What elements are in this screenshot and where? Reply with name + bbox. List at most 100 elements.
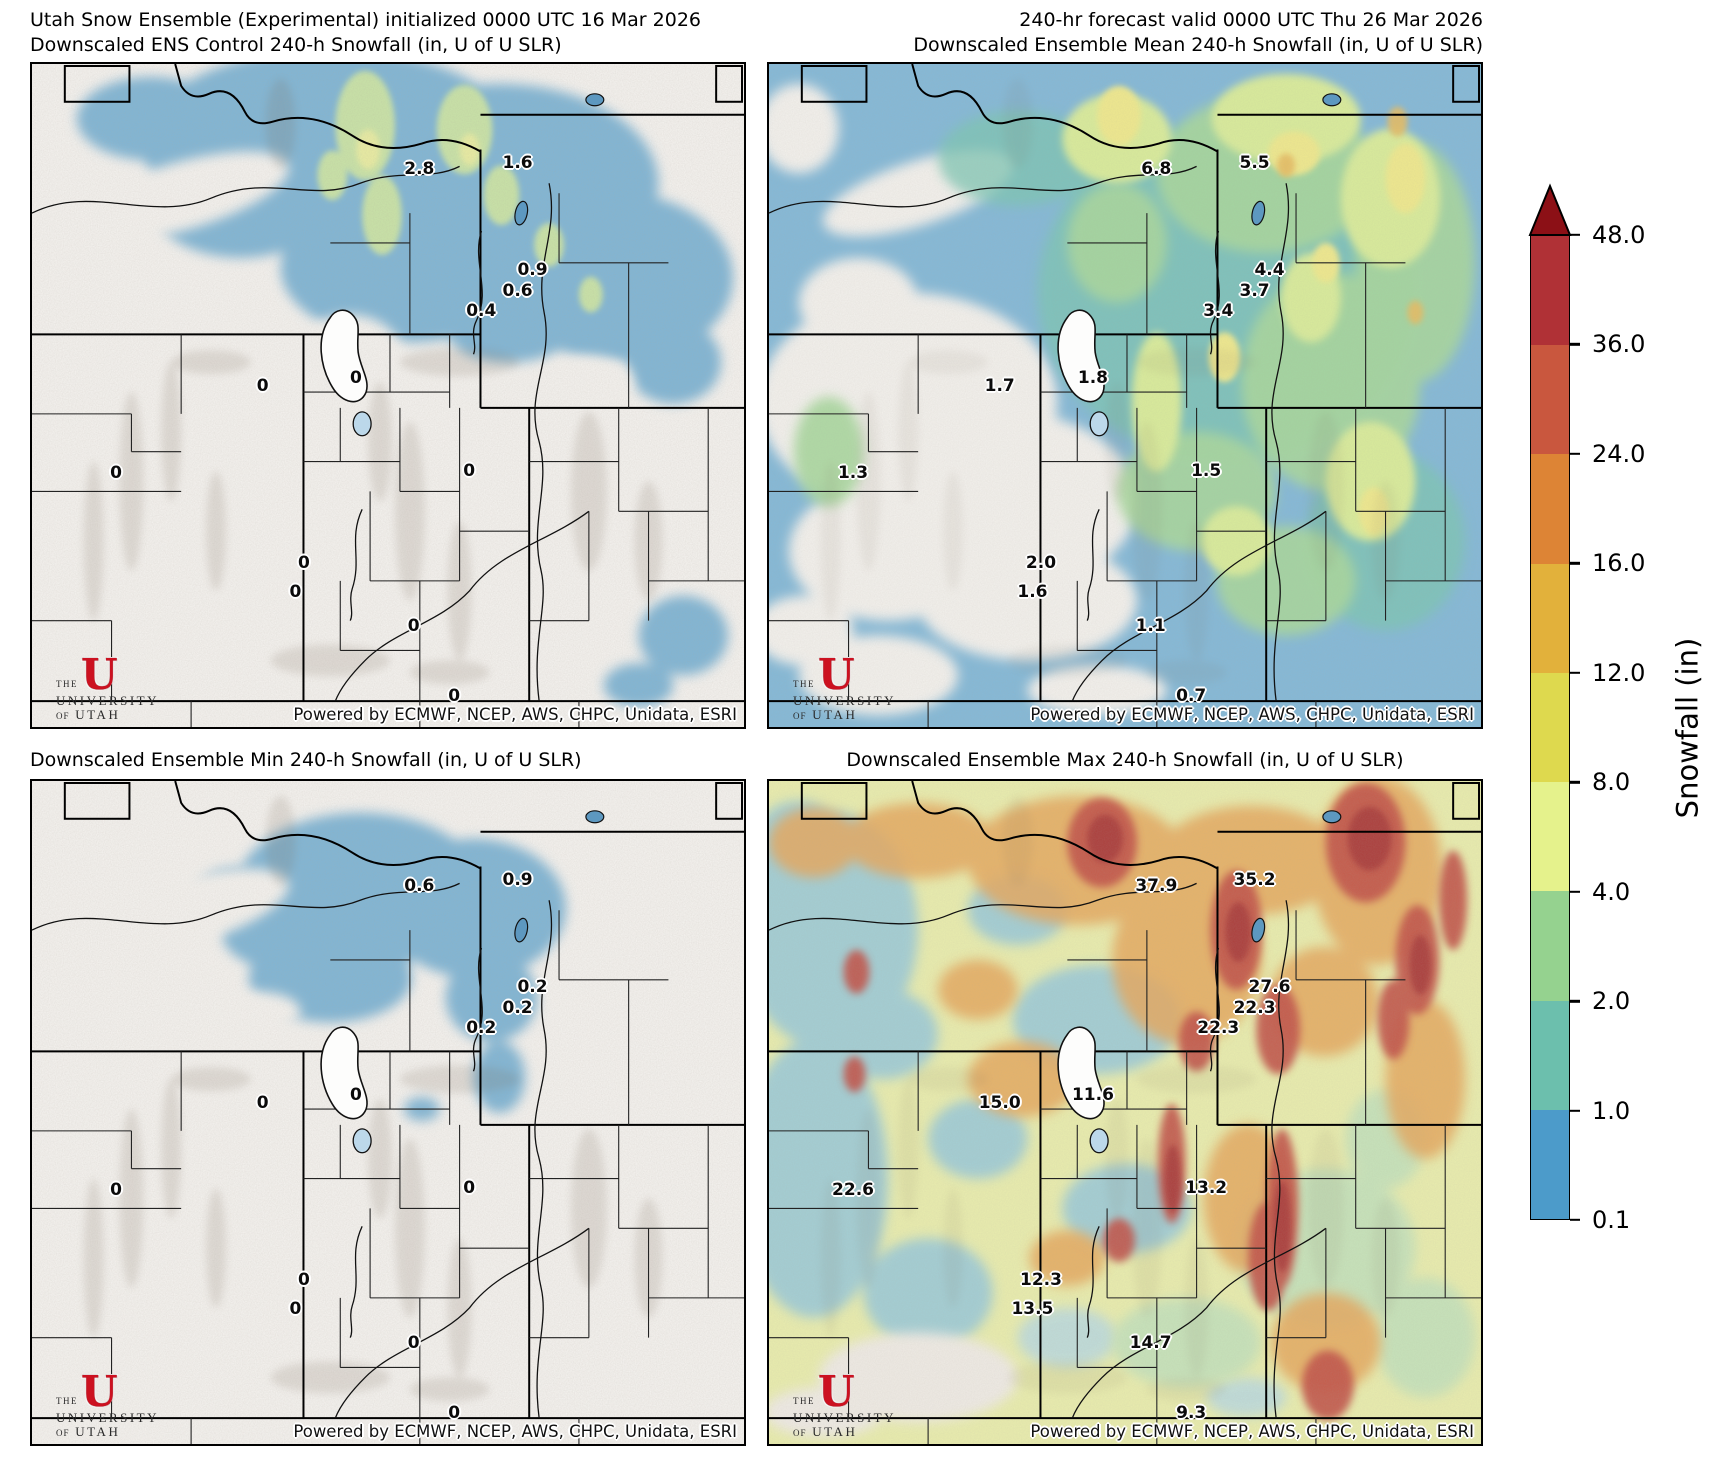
colorbar-tick-label: 36.0: [1592, 330, 1646, 359]
colorbar-tick: [1570, 233, 1580, 237]
colorbar-tick-label: 48.0: [1592, 221, 1646, 249]
block-u-icon: U: [81, 650, 118, 699]
station-value-label: 1.5: [1191, 461, 1222, 482]
panel-mean-subtitle: Downscaled Ensemble Mean 240-h Snowfall …: [913, 34, 1483, 56]
logo-the: THE: [793, 1396, 815, 1406]
colorbar-segment: [1531, 672, 1569, 783]
university-of-utah-logo: THE U UNIVERSITY OF UTAH: [793, 654, 896, 722]
logo-of: OF: [56, 711, 70, 721]
colorbar-tick-label: 12.0: [1592, 658, 1646, 687]
station-value-label: 1.7: [984, 376, 1015, 397]
station-value-label: 11.6: [1071, 1084, 1114, 1105]
station-value-label: 4.4: [1254, 260, 1285, 281]
colorbar-tick: [1570, 343, 1580, 346]
colorbar-segment: [1531, 563, 1569, 673]
station-value-label: 0: [448, 685, 461, 706]
station-value-label: 6.8: [1141, 158, 1172, 179]
colorbar-extend-arrow-icon: [1528, 183, 1572, 236]
station-value-label: 22.6: [832, 1180, 874, 1201]
station-value-label: 27.6: [1248, 977, 1291, 998]
colorbar-tick-label: 2.0: [1592, 987, 1631, 1016]
colorbar-tick-label: 8.0: [1592, 768, 1631, 797]
station-value-label: 0: [298, 1270, 310, 1291]
station-value-label: 0: [350, 367, 362, 388]
station-value-label: 0: [463, 461, 476, 482]
colorbar-tick-label: 4.0: [1592, 877, 1631, 906]
panel-mean-title: 240-hr forecast valid 0000 UTC Thu 26 Ma…: [767, 8, 1483, 58]
colorbar-segment: [1531, 1000, 1569, 1110]
station-value-label: 0.6: [502, 280, 533, 301]
station-value-label: 0: [110, 1180, 122, 1201]
map-artwork-mean: [769, 64, 1481, 727]
colorbar: [1530, 235, 1570, 1220]
station-value-label: 0.9: [517, 260, 548, 281]
panel-max-title: Downscaled Ensemble Max 240-h Snowfall (…: [846, 749, 1404, 771]
logo-utah: UTAH: [75, 707, 121, 722]
logo-university: UNIVERSITY: [56, 693, 159, 708]
logo-of-utah: OF UTAH: [56, 1425, 159, 1438]
station-value-label: 3.7: [1239, 280, 1270, 301]
station-value-label: 13.5: [1011, 1299, 1054, 1320]
station-value-label: 0: [298, 553, 310, 574]
block-u-icon: U: [818, 1367, 855, 1416]
station-labels: 6.8 5.5 4.4 3.7 3.4 1.7 1.8 1.3 1.5 2.0 1.6 1.1 0.7: [769, 64, 1481, 727]
logo-the: THE: [56, 1396, 78, 1406]
station-value-label: 2.0: [1025, 553, 1057, 574]
map-borders: [32, 781, 744, 1444]
station-value-label: 0: [448, 1402, 461, 1423]
colorbar-axis-label: Snowfall (in): [1670, 637, 1705, 818]
logo-utah: UTAH: [75, 1424, 121, 1439]
colorbar-tick: [1570, 1109, 1580, 1112]
station-value-label: 2.8: [404, 158, 435, 179]
station-value-label: 22.3: [1197, 1018, 1240, 1039]
panel-control-title: Utah Snow Ensemble (Experimental) initia…: [30, 8, 701, 58]
attribution-text: Powered by ECMWF, NCEP, AWS, CHPC, Unida…: [1030, 1422, 1474, 1441]
attribution-text: Powered by ECMWF, NCEP, AWS, CHPC, Unida…: [293, 1422, 737, 1441]
station-value-label: 0: [110, 463, 122, 484]
colorbar-tick: [1570, 452, 1580, 456]
panel-control-subtitle: Downscaled ENS Control 240-h Snowfall (i…: [30, 34, 562, 56]
station-value-label: 0: [256, 1093, 269, 1114]
station-value-label: 0: [289, 1299, 302, 1320]
station-value-label: 1.8: [1077, 367, 1109, 388]
colorbar-tick-label: 16.0: [1592, 549, 1646, 578]
colorbar-segment: [1531, 782, 1569, 892]
logo-university: UNIVERSITY: [793, 1410, 896, 1425]
station-value-label: 1.3: [837, 463, 869, 484]
station-value-label: 14.7: [1129, 1333, 1172, 1354]
colorbar-tick-label: 1.0: [1592, 1096, 1631, 1125]
logo-of: OF: [793, 1428, 807, 1438]
logo-utah: UTAH: [812, 1424, 858, 1439]
station-value-label: 13.2: [1185, 1178, 1228, 1199]
station-value-label: 35.2: [1233, 870, 1276, 891]
attribution-text: Powered by ECMWF, NCEP, AWS, CHPC, Unida…: [1030, 705, 1474, 724]
colorbar-tick: [1570, 671, 1580, 674]
colorbar-tick-label: 0.1: [1592, 1206, 1631, 1234]
colorbar-ticks: 48.0 36.0 24.0 16.0 12.0 8.0 4.0 2.0 1.0 0.1: [1570, 221, 1700, 1234]
colorbar-segment: [1531, 454, 1569, 564]
colorbar-tick: [1570, 890, 1580, 893]
colorbar-tick: [1570, 999, 1580, 1003]
station-value-label: 0: [407, 1333, 420, 1354]
station-value-label: 0.7: [1176, 685, 1207, 706]
station-value-label: 0.9: [502, 870, 533, 891]
logo-of: OF: [56, 1428, 70, 1438]
colorbar-segment: [1531, 1109, 1569, 1219]
station-value-label: 0: [350, 1084, 362, 1105]
station-value-label: 0: [289, 582, 302, 603]
map-borders: [769, 64, 1481, 727]
university-of-utah-logo: THE U UNIVERSITY OF UTAH: [793, 1367, 896, 1439]
figure-valid-line: 240-hr forecast valid 0000 UTC Thu 26 Ma…: [1019, 9, 1483, 31]
colorbar-tick: [1570, 781, 1580, 784]
figure-init-line: Utah Snow Ensemble (Experimental) initia…: [30, 9, 702, 31]
map-panel-min: 0.6 0.9 0.2 0.2 0.2 0 0 0 0 0 0 0 0 Powered by ECMWF,…: [30, 779, 746, 1446]
map-borders: [769, 781, 1481, 1444]
university-of-utah-logo: THE U UNIVERSITY OF UTAH: [56, 650, 159, 722]
block-u-icon: U: [81, 1367, 118, 1416]
map-artwork-max: [769, 781, 1481, 1444]
station-value-label: 1.6: [502, 153, 533, 174]
station-value-label: 12.3: [1019, 1270, 1062, 1291]
panel-min-title: Downscaled Ensemble Min 240-h Snowfall (…: [30, 749, 582, 771]
colorbar-segment: [1531, 236, 1569, 346]
logo-of-utah: OF UTAH: [793, 1425, 896, 1438]
